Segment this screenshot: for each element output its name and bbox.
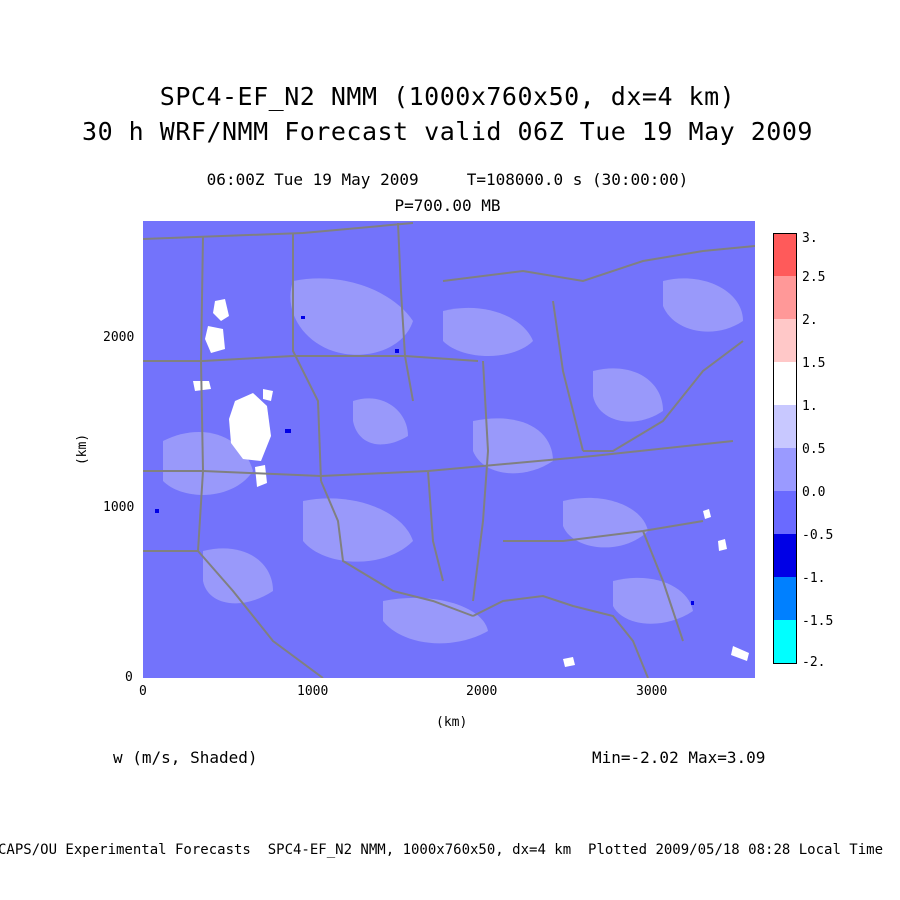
colorbar-label: 2. bbox=[802, 313, 818, 328]
colorbar-label: 1. bbox=[802, 399, 818, 414]
updraft-regions bbox=[193, 299, 749, 667]
colorbar-swatch bbox=[773, 448, 797, 491]
colorbar-swatch bbox=[773, 233, 797, 277]
footer-credit: CAPS/OU Experimental Forecasts SPC4-EF_N… bbox=[0, 842, 884, 858]
colorbar-label: 0.0 bbox=[802, 485, 826, 500]
boundary-lines bbox=[143, 222, 755, 678]
x-axis-unit: (km) bbox=[436, 715, 468, 730]
x-tick-label: 0 bbox=[139, 684, 147, 699]
colorbar-swatch bbox=[773, 276, 797, 319]
x-tick-label: 1000 bbox=[297, 684, 329, 699]
colorbar-swatch bbox=[773, 534, 797, 577]
variable-label: w (m/s, Shaded) bbox=[113, 748, 258, 767]
colorbar-label: -2. bbox=[802, 655, 826, 670]
min-max-label: Min=-2.02 Max=3.09 bbox=[592, 748, 766, 767]
y-axis-unit: (km) bbox=[75, 433, 91, 466]
colorbar-swatch bbox=[773, 405, 797, 448]
colorbar-label: 1.5 bbox=[802, 356, 826, 371]
y-tick-label: 1000 bbox=[103, 500, 135, 515]
x-tick-label: 3000 bbox=[636, 684, 668, 699]
pressure-level-label: P=700.00 MB bbox=[394, 196, 501, 215]
colorbar-label: 3. bbox=[802, 231, 818, 246]
downdraft-regions bbox=[155, 316, 694, 605]
colorbar-label: 2.5 bbox=[802, 270, 826, 285]
colorbar-swatch bbox=[773, 491, 797, 534]
colorbar-label: -1. bbox=[802, 571, 826, 586]
colorbar-swatch bbox=[773, 577, 797, 620]
colorbar-label: -0.5 bbox=[802, 528, 834, 543]
valid-time-label: 06:00Z Tue 19 May 2009 T=108000.0 s (30:… bbox=[206, 170, 689, 189]
x-tick-label: 2000 bbox=[466, 684, 498, 699]
colorbar-swatch bbox=[773, 362, 797, 405]
light-shaded-regions bbox=[163, 278, 743, 644]
colorbar-swatch bbox=[773, 319, 797, 362]
title-line-1: SPC4-EF_N2 NMM (1000x760x50, dx=4 km) bbox=[159, 82, 736, 111]
colorbar-label: 0.5 bbox=[802, 442, 826, 457]
y-tick-label: 2000 bbox=[103, 330, 135, 345]
y-tick-label: 0 bbox=[125, 670, 133, 685]
title-line-2: 30 h WRF/NMM Forecast valid 06Z Tue 19 M… bbox=[82, 117, 813, 146]
forecast-map bbox=[143, 221, 755, 678]
colorbar-swatch bbox=[773, 620, 797, 664]
colorbar-label: -1.5 bbox=[802, 614, 834, 629]
